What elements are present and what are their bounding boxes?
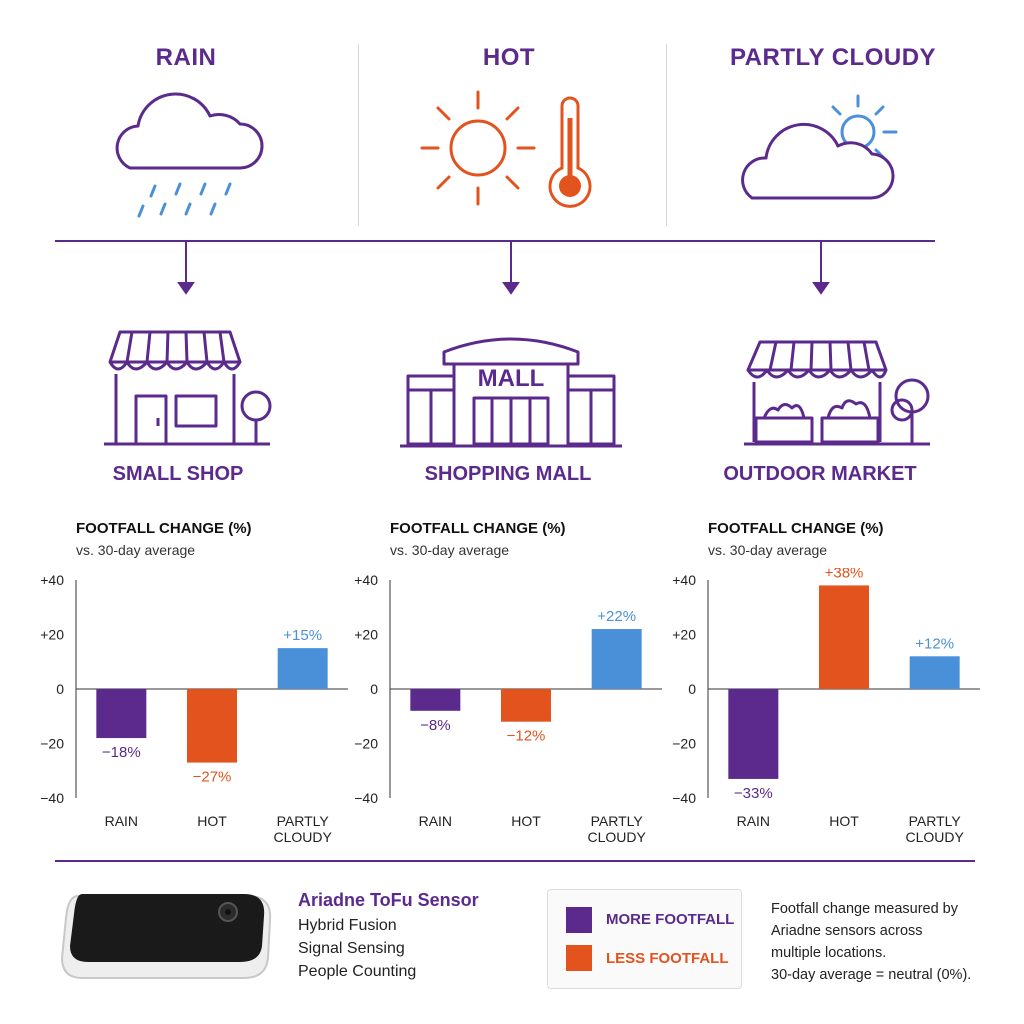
legend-label-more: MORE FOOTFALL <box>606 911 735 928</box>
x-tick-label: RAIN <box>419 813 452 829</box>
x-tick-label: CLOUDY <box>587 829 646 845</box>
store-label-small-shop: SMALL SHOP <box>112 463 244 485</box>
bar <box>410 689 461 711</box>
x-tick-label: HOT <box>829 813 859 829</box>
weather-label-partly-cloudy: PARTLY CLOUDY <box>729 44 937 71</box>
store-label-shopping-mall: SHOPPING MALL <box>424 463 592 485</box>
column-divider <box>358 44 359 226</box>
column-divider <box>666 44 667 226</box>
sensor-name: Ariadne ToFu Sensor <box>298 890 479 910</box>
sensor-feature: Signal Sensing <box>298 940 405 957</box>
bar <box>728 689 779 779</box>
footnote-line: 30-day average = neutral (0%). <box>771 967 972 983</box>
x-tick-label: RAIN <box>737 813 770 829</box>
small-shop-icon <box>104 330 272 446</box>
bar <box>501 689 551 722</box>
partly-cloudy-icon <box>741 94 898 200</box>
outdoor-market-icon <box>744 340 930 446</box>
connector-arrows <box>177 242 830 295</box>
bar <box>819 585 869 689</box>
data-label: −18% <box>102 744 141 761</box>
y-tick-label: +20 <box>672 627 696 643</box>
x-tick-label: HOT <box>511 813 541 829</box>
x-tick-label: PARTLY <box>591 813 644 829</box>
chart-shopping-mall: FOOTFALL CHANGE (%) vs. 30-day average +… <box>352 520 682 850</box>
legend: MORE FOOTFALL LESS FOOTFALL <box>547 889 742 989</box>
x-tick-label: PARTLY <box>909 813 962 829</box>
sun-thermometer-icon <box>420 90 592 208</box>
data-label: −12% <box>507 728 546 745</box>
y-tick-label: −40 <box>354 790 378 806</box>
y-tick-label: −40 <box>40 790 64 806</box>
footnote-line: Footfall change measured by <box>771 901 958 917</box>
chart-subtitle: vs. 30-day average <box>390 542 510 558</box>
data-label: +15% <box>283 627 322 644</box>
sensor-feature: Hybrid Fusion <box>298 917 397 934</box>
x-tick-label: CLOUDY <box>273 829 332 845</box>
data-label: +38% <box>825 568 864 581</box>
y-tick-label: +40 <box>354 572 378 588</box>
legend-swatch-less <box>566 945 592 971</box>
weather-label-rain: RAIN <box>155 44 217 71</box>
shopping-mall-icon: MALL <box>400 337 622 448</box>
bar <box>909 656 960 689</box>
x-tick-label: CLOUDY <box>905 829 964 845</box>
chart-title: FOOTFALL CHANGE (%) <box>708 520 884 537</box>
x-tick-label: PARTLY <box>277 813 330 829</box>
rain-cloud-icon <box>115 92 264 218</box>
y-tick-label: −20 <box>40 736 64 752</box>
y-tick-label: 0 <box>56 681 64 697</box>
legend-label-less: LESS FOOTFALL <box>606 950 729 967</box>
y-tick-label: −20 <box>672 736 696 752</box>
weather-label-hot: HOT <box>482 44 536 71</box>
footnote-line: Ariadne sensors across <box>771 923 923 939</box>
legend-swatch-more <box>566 907 592 933</box>
bar <box>591 629 642 689</box>
chart-title: FOOTFALL CHANGE (%) <box>390 520 566 537</box>
y-tick-label: +20 <box>40 627 64 643</box>
y-tick-label: −40 <box>672 790 696 806</box>
bar <box>96 689 147 739</box>
y-tick-label: +40 <box>672 572 696 588</box>
chart-subtitle: vs. 30-day average <box>76 542 196 558</box>
chart-title: FOOTFALL CHANGE (%) <box>76 520 252 537</box>
data-label: +12% <box>915 635 954 652</box>
footer-divider <box>55 860 975 862</box>
sensor-device-icon <box>60 894 272 979</box>
bar-chart: +40 +20 0 −20 −40 −8% RAIN −12% HOT +22% PARTLYCLO… <box>354 572 662 845</box>
data-label: −8% <box>420 717 450 734</box>
bar <box>277 648 328 689</box>
connector-line <box>55 240 935 242</box>
chart-subtitle: vs. 30-day average <box>708 542 828 558</box>
y-tick-label: +40 <box>40 572 64 588</box>
data-label: −27% <box>193 769 232 786</box>
chart-small-shop: FOOTFALL CHANGE (%) vs. 30-day average +… <box>38 520 368 850</box>
footnote: Footfall change measured by Ariadne sens… <box>771 898 1011 986</box>
data-label: −33% <box>734 785 773 802</box>
y-tick-label: +20 <box>354 627 378 643</box>
y-tick-label: −20 <box>354 736 378 752</box>
bar-chart: +40 +20 0 −20 −40 −33% RAIN +38% HOT +12% PARTLYCL… <box>672 568 980 845</box>
y-tick-label: 0 <box>370 681 378 697</box>
x-tick-label: HOT <box>197 813 227 829</box>
x-tick-label: RAIN <box>105 813 138 829</box>
mall-sign: MALL <box>478 365 545 392</box>
bar-chart: +40 +20 0 −20 −40 −18% RAIN −27% HOT +15% PARTLYCL… <box>40 572 348 845</box>
data-label: +22% <box>597 608 636 625</box>
store-label-outdoor-market: OUTDOOR MARKET <box>723 463 917 485</box>
sensor-feature: People Counting <box>298 963 417 980</box>
chart-outdoor-market: FOOTFALL CHANGE (%) vs. 30-day average +… <box>670 520 1000 850</box>
y-tick-label: 0 <box>688 681 696 697</box>
footnote-line: multiple locations. <box>771 945 887 961</box>
bar <box>187 689 237 763</box>
